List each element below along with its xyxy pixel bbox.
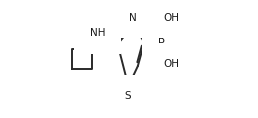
Text: S: S [124,91,131,101]
Text: N: N [129,13,137,23]
Text: OH: OH [163,13,179,23]
Text: NH: NH [90,28,106,38]
Text: B: B [158,35,165,45]
Text: OH: OH [163,59,179,69]
